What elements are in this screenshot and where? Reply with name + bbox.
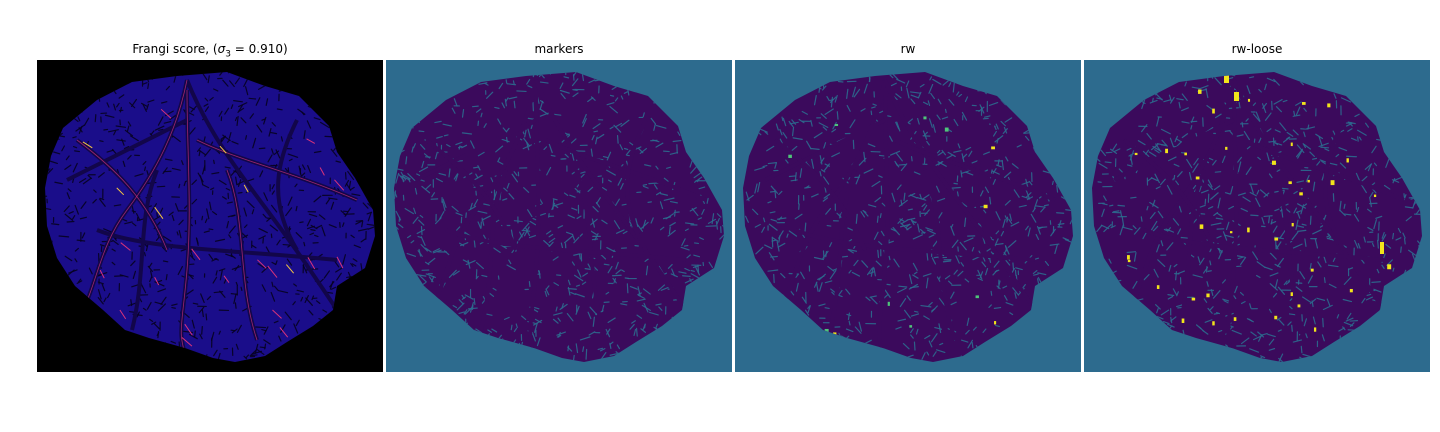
markers-image	[386, 60, 732, 372]
frangi-image	[37, 60, 383, 372]
panel-frangi	[37, 60, 383, 372]
panel-rw-loose	[1084, 60, 1430, 372]
panel-rw	[735, 60, 1081, 372]
panel-title-markers: markers	[534, 42, 584, 56]
rw-loose-image	[1084, 60, 1430, 372]
panel-title-rw: rw	[900, 42, 916, 56]
panel-title-rw-loose: rw-loose	[1231, 42, 1283, 56]
panel-markers	[386, 60, 732, 372]
panel-title-frangi: Frangi score, (σ3 = 0.910)	[132, 42, 288, 60]
rw-image	[735, 60, 1081, 372]
